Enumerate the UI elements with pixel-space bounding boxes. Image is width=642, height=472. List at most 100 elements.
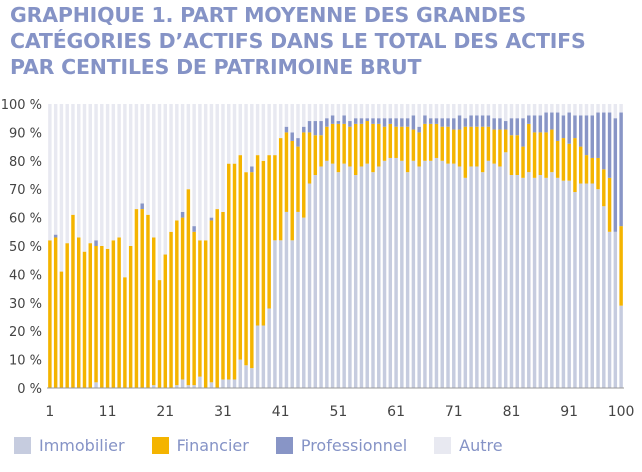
bar-segment-autre — [463, 104, 468, 119]
bar-segment-professionnel — [521, 118, 525, 147]
bar-segment-immobilier — [273, 240, 277, 388]
bar-segment-immobilier — [619, 305, 623, 388]
bar-segment-autre — [232, 104, 237, 164]
bar-segment-autre — [527, 104, 531, 116]
bar-segment-financier — [411, 129, 416, 161]
x-tick-label: 31 — [214, 404, 232, 420]
bar-segment-immobilier — [463, 177, 468, 388]
bar-segment-autre — [584, 104, 589, 116]
bar-segment-immobilier — [186, 385, 191, 388]
bar-segment-financier — [192, 231, 196, 386]
bar-segment-autre — [284, 104, 289, 127]
bar-segment-financier — [527, 123, 531, 173]
bar-segment-professionnel — [388, 118, 393, 124]
bar-segment-autre — [596, 104, 600, 113]
bar-segment-financier — [544, 132, 548, 178]
bar-segment-autre — [296, 104, 300, 139]
x-axis: 1 11 21 31 41 51 61 71 81 91 100 — [45, 404, 634, 420]
bar-segment-financier — [428, 123, 433, 161]
bar-segment-immobilier — [232, 379, 237, 388]
bar-segment-professionnel — [527, 115, 531, 124]
bar-segment-financier — [457, 129, 462, 167]
bar-segment-autre — [186, 104, 191, 190]
x-tick-label: 61 — [387, 404, 405, 420]
bar-segment-autre — [105, 104, 110, 249]
bar-segment-professionnel — [336, 121, 341, 124]
bar-segment-financier — [100, 246, 104, 388]
bar-segment-financier — [607, 177, 612, 232]
bar-segment-financier — [342, 123, 346, 164]
bar-segment-immobilier — [492, 163, 496, 388]
bar-segment-professionnel — [290, 132, 294, 141]
bar-segment-immobilier — [457, 166, 462, 388]
bar-segment-autre — [388, 104, 393, 119]
x-tick-label: 71 — [445, 404, 463, 420]
bar-segment-autre — [330, 104, 335, 116]
bar-segment-professionnel — [446, 118, 450, 127]
bar-segment-professionnel — [417, 126, 421, 133]
bar-segment-professionnel — [573, 115, 577, 139]
bar-segment-immobilier — [515, 175, 519, 388]
bar-segment-professionnel — [423, 115, 427, 124]
bar-segment-financier — [169, 231, 173, 388]
bar-segment-autre — [82, 104, 87, 252]
bar-segment-professionnel — [140, 203, 144, 210]
bar-segment-autre — [480, 104, 485, 116]
bar-segment-professionnel — [405, 118, 410, 127]
bar-segment-professionnel — [613, 118, 618, 232]
bar-segment-financier — [452, 129, 456, 164]
bar-segment-financier — [175, 220, 179, 386]
bar-segment-professionnel — [371, 118, 375, 124]
bar-segment-immobilier — [532, 177, 537, 388]
bar-segment-financier — [290, 140, 294, 241]
bar-segment-professionnel — [469, 115, 473, 127]
bar-segment-immobilier — [584, 183, 589, 388]
bar-segment-professionnel — [550, 112, 554, 130]
bar-segment-autre — [65, 104, 69, 244]
bar-segment-autre — [88, 104, 92, 244]
bar-segment-immobilier — [180, 379, 185, 388]
bar-segment-financier — [550, 129, 554, 173]
x-tick-label: 91 — [560, 404, 578, 420]
bar-segment-autre — [503, 104, 508, 122]
bar-segment-autre — [163, 104, 168, 255]
bar-segment-professionnel — [325, 118, 329, 127]
bar-segment-autre — [192, 104, 196, 227]
bar-segment-autre — [221, 104, 225, 212]
bar-segment-immobilier — [521, 177, 525, 388]
bar-segment-professionnel — [561, 115, 566, 139]
bar-segment-autre — [561, 104, 566, 116]
chart-title-line-2: CATÉGORIES D’ACTIFS DANS LE TOTAL DES AC… — [10, 29, 586, 53]
bar-segment-financier — [498, 129, 502, 167]
bar-segment-financier — [123, 277, 127, 388]
bar-segment-financier — [388, 123, 393, 158]
legend-item-immobilier: Immobilier — [14, 436, 125, 455]
bar-segment-immobilier — [607, 231, 612, 388]
bar-segment-financier — [486, 126, 491, 161]
legend-swatch-immobilier — [14, 436, 31, 454]
bar-segment-immobilier — [613, 231, 618, 388]
bar-segment-autre — [59, 104, 64, 272]
bar-segment-financier — [336, 123, 341, 173]
bar-segment-immobilier — [330, 163, 335, 388]
bar-segment-professionnel — [348, 121, 352, 127]
bar-segment-professionnel — [602, 112, 606, 170]
bar-segment-autre — [486, 104, 491, 116]
bar-segment-financier — [417, 132, 421, 167]
bar-segment-autre — [117, 104, 121, 238]
x-tick-label: 11 — [99, 404, 117, 420]
legend-swatch-professionnel — [275, 436, 293, 454]
bar-segment-financier — [561, 138, 566, 181]
bar-segment-immobilier — [377, 166, 381, 388]
bar-segment-financier — [273, 155, 277, 241]
bar-segment-financier — [319, 135, 323, 167]
bar-segment-financier — [619, 226, 623, 306]
bar-segment-immobilier — [307, 183, 312, 388]
bar-segment-autre — [203, 104, 208, 241]
bar-segment-financier — [250, 172, 254, 369]
bar-segment-immobilier — [152, 385, 156, 388]
bar-segment-professionnel — [330, 115, 335, 124]
bar-segment-professionnel — [486, 115, 491, 127]
bar-segment-autre — [532, 104, 537, 116]
bar-segment-professionnel — [457, 115, 462, 130]
